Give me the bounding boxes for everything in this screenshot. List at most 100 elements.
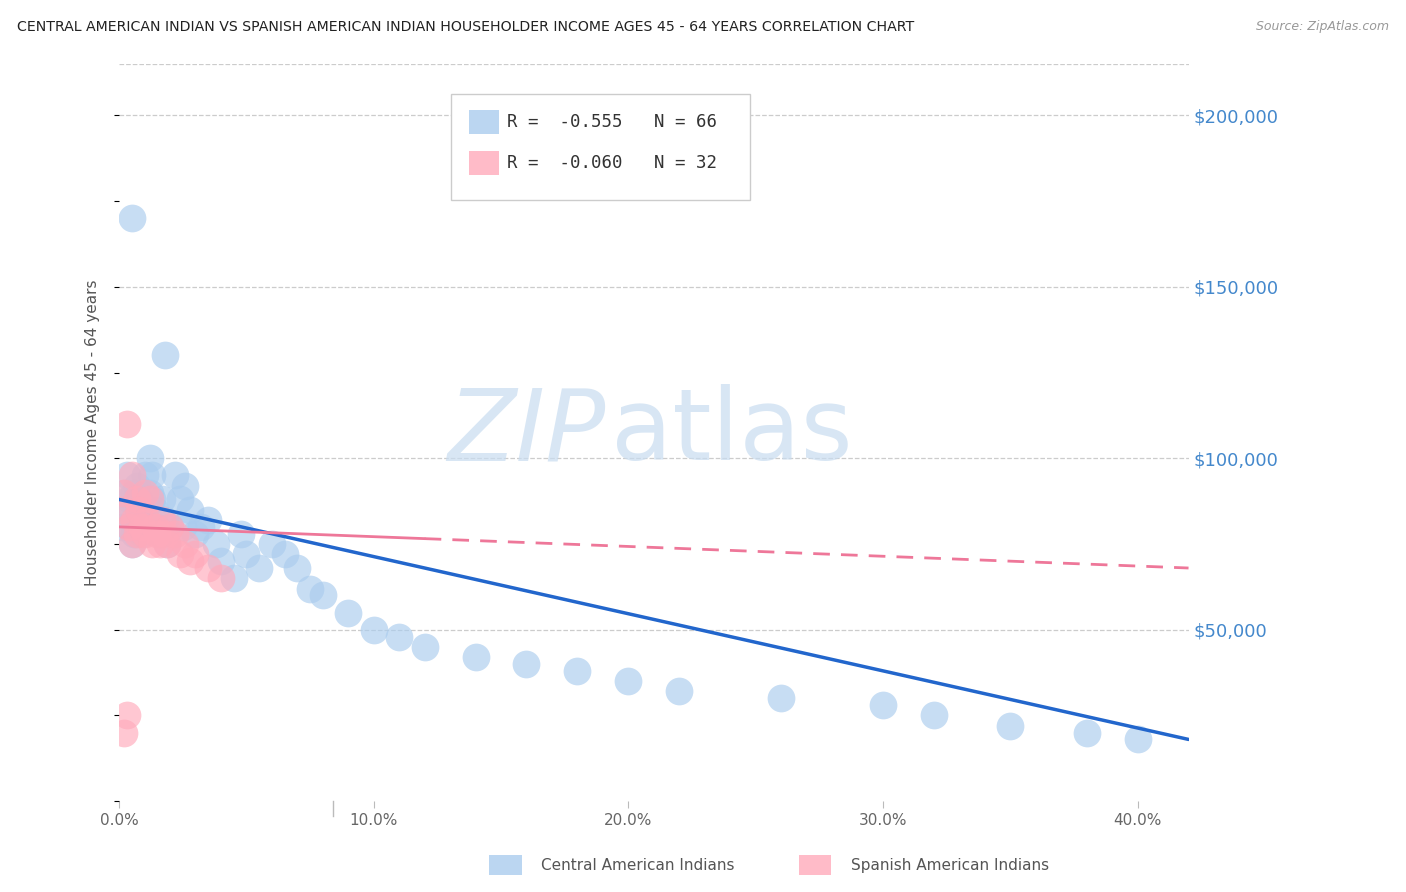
- Point: [567, 664, 589, 678]
- Point: [128, 502, 150, 516]
- Point: [131, 520, 153, 534]
- Point: [388, 630, 411, 644]
- Point: [110, 502, 132, 516]
- Text: Spanish American Indians: Spanish American Indians: [851, 858, 1049, 872]
- Point: [112, 725, 135, 739]
- Point: [363, 623, 385, 637]
- Point: [143, 520, 166, 534]
- Point: [134, 485, 156, 500]
- Point: [138, 492, 160, 507]
- Point: [197, 561, 219, 575]
- Point: [209, 571, 232, 585]
- Point: [299, 582, 322, 596]
- Point: [1000, 719, 1022, 733]
- Point: [134, 468, 156, 483]
- Point: [222, 571, 245, 585]
- Point: [141, 492, 163, 507]
- Point: [121, 211, 143, 226]
- Point: [159, 520, 181, 534]
- Text: R =  -0.555   N = 66: R = -0.555 N = 66: [508, 113, 717, 131]
- Point: [922, 708, 945, 723]
- Point: [153, 513, 176, 527]
- Point: [231, 526, 253, 541]
- Point: [136, 513, 159, 527]
- Point: [413, 640, 436, 654]
- Point: [121, 537, 143, 551]
- Point: [110, 520, 132, 534]
- Point: [115, 417, 138, 431]
- Point: [115, 708, 138, 723]
- Point: [118, 520, 141, 534]
- Point: [124, 513, 146, 527]
- Point: [464, 650, 486, 665]
- Point: [115, 502, 138, 516]
- Point: [134, 502, 156, 516]
- Point: [872, 698, 894, 713]
- Point: [184, 547, 207, 561]
- Point: [165, 526, 187, 541]
- Point: [136, 520, 159, 534]
- Text: Central American Indians: Central American Indians: [541, 858, 735, 872]
- Point: [197, 513, 219, 527]
- Point: [131, 526, 153, 541]
- Point: [204, 537, 226, 551]
- Point: [190, 520, 212, 534]
- Point: [146, 520, 169, 534]
- Point: [179, 502, 201, 516]
- Point: [770, 691, 793, 706]
- Point: [273, 547, 295, 561]
- Point: [131, 502, 153, 516]
- Point: [515, 657, 537, 671]
- Point: [617, 674, 640, 689]
- Point: [128, 492, 150, 507]
- Point: [179, 554, 201, 568]
- Bar: [468, 151, 499, 175]
- Point: [121, 468, 143, 483]
- Point: [1076, 725, 1098, 739]
- Point: [112, 485, 135, 500]
- Point: [143, 502, 166, 516]
- Point: [153, 526, 176, 541]
- Point: [121, 537, 143, 551]
- Text: ZIP: ZIP: [447, 384, 606, 481]
- Text: atlas: atlas: [612, 384, 852, 481]
- Point: [285, 561, 308, 575]
- Point: [118, 520, 141, 534]
- Point: [169, 547, 191, 561]
- Point: [247, 561, 270, 575]
- Point: [125, 513, 148, 527]
- Point: [128, 520, 150, 534]
- Point: [150, 492, 173, 507]
- Point: [153, 348, 176, 362]
- Point: [668, 684, 690, 698]
- Point: [260, 537, 283, 551]
- Point: [337, 606, 360, 620]
- Point: [124, 526, 146, 541]
- Point: [156, 537, 179, 551]
- Point: [149, 526, 172, 541]
- Point: [138, 451, 160, 466]
- Point: [209, 554, 232, 568]
- Point: [174, 537, 197, 551]
- Point: [141, 537, 163, 551]
- Point: [134, 526, 156, 541]
- Point: [159, 520, 181, 534]
- Text: Source: ZipAtlas.com: Source: ZipAtlas.com: [1256, 20, 1389, 33]
- Point: [125, 526, 148, 541]
- Y-axis label: Householder Income Ages 45 - 64 years: Householder Income Ages 45 - 64 years: [86, 279, 100, 586]
- Point: [150, 513, 173, 527]
- Point: [235, 547, 257, 561]
- Point: [138, 485, 160, 500]
- Bar: [468, 111, 499, 134]
- Point: [124, 485, 146, 500]
- Point: [312, 589, 335, 603]
- Point: [174, 479, 197, 493]
- Point: [156, 537, 179, 551]
- Point: [146, 526, 169, 541]
- Text: CENTRAL AMERICAN INDIAN VS SPANISH AMERICAN INDIAN HOUSEHOLDER INCOME AGES 45 - : CENTRAL AMERICAN INDIAN VS SPANISH AMERI…: [17, 20, 914, 34]
- Point: [125, 479, 148, 493]
- Point: [165, 468, 187, 483]
- Point: [121, 502, 143, 516]
- Point: [1126, 732, 1149, 747]
- Text: R =  -0.060   N = 32: R = -0.060 N = 32: [508, 153, 717, 172]
